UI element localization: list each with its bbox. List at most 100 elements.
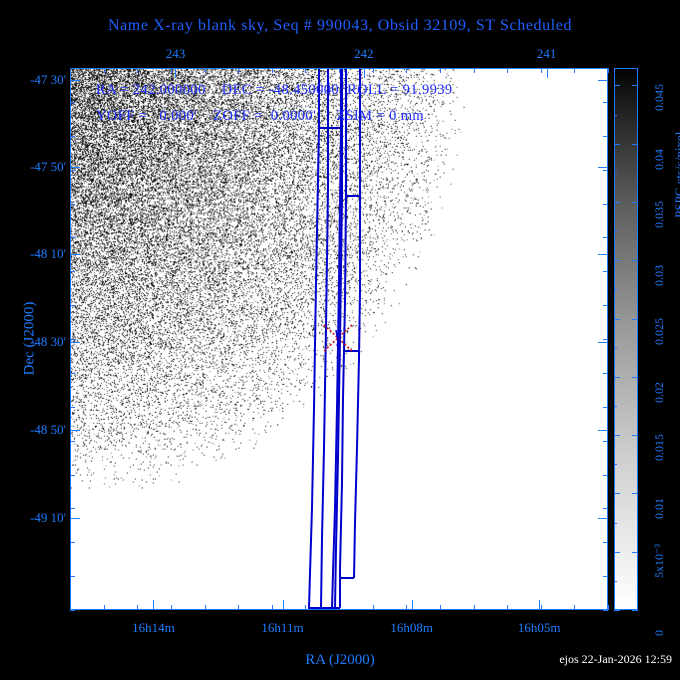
axis-tick [70, 372, 75, 374]
axis-tick [598, 342, 608, 344]
colorbar-tick [614, 493, 620, 495]
colorbar-minor-tick [614, 289, 617, 291]
y-axis-tick-label: -48 10' [30, 246, 66, 262]
axis-tick [175, 68, 177, 78]
sky-background-noise [71, 69, 607, 609]
axis-tick [540, 68, 542, 73]
colorbar-tick [632, 318, 638, 320]
colorbar-tick [614, 202, 620, 204]
axis-tick [170, 605, 172, 610]
axis-tick [603, 474, 608, 476]
colorbar-tick [632, 610, 638, 611]
colorbar-minor-tick [614, 231, 617, 233]
axis-tick [70, 237, 75, 239]
colorbar-minor-tick [614, 143, 617, 145]
axis-tick [70, 440, 75, 442]
axis-tick [70, 68, 75, 69]
colorbar-tick-label: 0.01 [652, 498, 666, 520]
colorbar-minor-tick [614, 522, 617, 524]
colorbar-tick-label: 0.04 [652, 148, 666, 170]
colorbar-minor-tick [614, 610, 617, 611]
top-axis-tick-label: 243 [165, 46, 186, 61]
axis-tick [603, 339, 608, 340]
axis-tick [70, 135, 75, 137]
page-title: Name X-ray blank sky, Seq # 990043, Obsi… [107, 17, 573, 34]
axis-tick [539, 600, 541, 610]
axis-tick [70, 203, 75, 205]
axis-tick [603, 610, 608, 611]
axis-tick [608, 605, 609, 610]
colorbar-tick [632, 551, 638, 553]
axis-tick [603, 237, 608, 239]
axis-tick [598, 166, 608, 168]
axis-tick [603, 576, 608, 578]
axis-tick [137, 605, 139, 610]
axis-tick [153, 600, 155, 610]
colorbar-minor-tick [614, 202, 617, 204]
top-axis-tick-label: 242 [353, 46, 374, 61]
axis-tick [598, 254, 608, 256]
colorbar-tick-label: 0.02 [652, 381, 666, 403]
axis-tick [406, 605, 408, 610]
axis-tick [271, 605, 273, 610]
axis-tick [603, 101, 608, 103]
y-axis-tick-label: -47 30' [30, 71, 66, 87]
x-axis-tick-label: 16h05m [517, 620, 561, 635]
axis-tick [70, 508, 75, 510]
axis-tick [70, 339, 75, 340]
axis-tick [271, 68, 273, 73]
colorbar-tick [614, 551, 620, 553]
colorbar-tick [614, 85, 620, 87]
colorbar-tick-label: 0.03 [652, 265, 666, 287]
colorbar-minor-tick [614, 580, 617, 582]
colorbar-minor-tick [614, 435, 617, 437]
colorbar-tick [614, 143, 620, 145]
axis-tick [363, 68, 365, 78]
colorbar-minor-tick [614, 114, 617, 116]
colorbar-tick-label: 5x10⁻³ [652, 543, 666, 578]
axis-tick [546, 68, 548, 78]
axis-tick [603, 542, 608, 544]
axis-tick [204, 605, 206, 610]
axis-tick [70, 79, 80, 81]
axis-tick [70, 430, 80, 432]
axis-tick [598, 79, 608, 81]
y-axis-tick-label: -48 30' [30, 334, 66, 350]
y-axis-tick-label: -48 50' [30, 422, 66, 438]
axis-tick [70, 271, 75, 273]
colorbar-tick-label: 0 [652, 630, 666, 636]
colorbar-tick-label: 0.035 [652, 201, 666, 229]
x-axis-tick-label: 16h08m [390, 620, 433, 635]
colorbar-tick-label: 0.015 [652, 434, 666, 462]
axis-tick [70, 166, 80, 168]
axis-tick [70, 342, 80, 344]
sky-image-panel[interactable] [70, 68, 608, 610]
colorbar-tick [632, 202, 638, 204]
colorbar-minor-tick [614, 347, 617, 349]
colorbar-minor-tick [614, 376, 617, 378]
colorbar-tick [614, 610, 620, 611]
colorbar-tick [632, 435, 638, 437]
axis-tick [608, 68, 609, 73]
colorbar-tick [614, 376, 620, 378]
axis-tick [598, 517, 608, 519]
colorbar-tick-label: 0.045 [652, 84, 666, 112]
axis-tick [70, 576, 75, 578]
axis-tick [137, 68, 139, 73]
axis-tick [339, 68, 340, 73]
axis-tick [406, 68, 408, 73]
colorbar-tick [632, 143, 638, 145]
axis-tick [70, 254, 80, 256]
colorbar-tick [632, 493, 638, 495]
colorbar-tick [632, 85, 638, 87]
axis-tick [70, 169, 75, 171]
axis-tick [603, 169, 608, 171]
axis-tick [70, 610, 75, 611]
y-axis-tick-label: -47 50' [30, 158, 66, 174]
axis-tick [603, 406, 608, 408]
colorbar-tick [614, 260, 620, 262]
axis-tick [473, 68, 475, 73]
axis-tick [603, 440, 608, 442]
axis-tick [70, 101, 75, 103]
pointing-params-line2: YOFF = 0.000' ZOFF = 0.0000' ZSIM = 0 mm [96, 108, 425, 124]
